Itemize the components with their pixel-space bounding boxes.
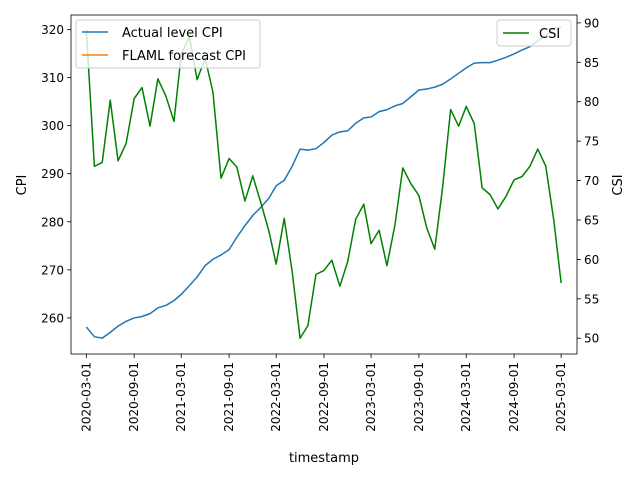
x-tick-label: 2023-09-01 bbox=[412, 362, 426, 432]
x-tick-label: 2022-03-01 bbox=[269, 362, 283, 432]
left-y-tick-label: 270 bbox=[41, 263, 64, 277]
x-tick-label: 2024-09-01 bbox=[507, 362, 521, 432]
left-y-tick-label: 300 bbox=[41, 119, 64, 133]
x-tick-label: 2021-09-01 bbox=[222, 362, 236, 432]
x-tick-label: 2025-03-01 bbox=[554, 362, 568, 432]
left-y-axis-label: CPI bbox=[15, 175, 30, 196]
series-line-actual-level-cpi bbox=[85, 26, 562, 339]
legend-right-frame bbox=[496, 19, 572, 47]
right-y-axis-ticks: 50 55 60 65 70 75 80 85 90 bbox=[577, 16, 599, 346]
right-y-tick-label: 75 bbox=[584, 135, 599, 149]
right-y-axis-label: CSI bbox=[611, 174, 626, 195]
left-y-tick-label: 320 bbox=[41, 23, 64, 37]
x-tick-label: 2022-09-01 bbox=[317, 362, 331, 432]
series-lines bbox=[85, 26, 562, 339]
left-y-tick-label: 280 bbox=[41, 215, 64, 229]
series-line-csi bbox=[85, 29, 562, 339]
right-y-tick-label: 50 bbox=[584, 332, 599, 346]
legend-left: Actual level CPI FLAML forecast CPI bbox=[75, 19, 261, 69]
left-y-tick-label: 290 bbox=[41, 167, 64, 181]
x-tick-label: 2023-03-01 bbox=[364, 362, 378, 432]
legend-label-csi: CSI bbox=[539, 27, 560, 42]
right-y-tick-label: 55 bbox=[584, 292, 599, 306]
x-tick-label: 2021-03-01 bbox=[174, 362, 188, 432]
right-y-tick-label: 60 bbox=[584, 253, 599, 267]
x-tick-label: 2020-03-01 bbox=[79, 362, 93, 432]
right-y-tick-label: 65 bbox=[584, 213, 599, 227]
x-tick-label: 2020-09-01 bbox=[127, 362, 141, 432]
left-y-tick-label: 310 bbox=[41, 71, 64, 85]
right-y-tick-label: 70 bbox=[584, 174, 599, 188]
right-y-tick-label: 90 bbox=[584, 16, 599, 30]
left-y-axis-ticks: 260 270 280 290 300 310 320 bbox=[41, 23, 71, 325]
x-axis-ticks: 2020-03-01 2020-09-01 2021-03-01 2021-09-01… bbox=[79, 354, 568, 432]
left-y-tick-label: 260 bbox=[41, 311, 64, 325]
legend-left-frame bbox=[75, 19, 261, 69]
plot-frame bbox=[70, 14, 578, 355]
legend-label-flaml-forecast: FLAML forecast CPI bbox=[122, 49, 246, 64]
right-y-tick-label: 80 bbox=[584, 95, 599, 109]
x-tick-label: 2024-03-01 bbox=[459, 362, 473, 432]
legend-label-actual-cpi: Actual level CPI bbox=[122, 26, 223, 41]
legend-right: CSI bbox=[496, 19, 572, 47]
x-axis-label: timestamp bbox=[289, 451, 359, 466]
right-y-tick-label: 85 bbox=[584, 56, 599, 70]
